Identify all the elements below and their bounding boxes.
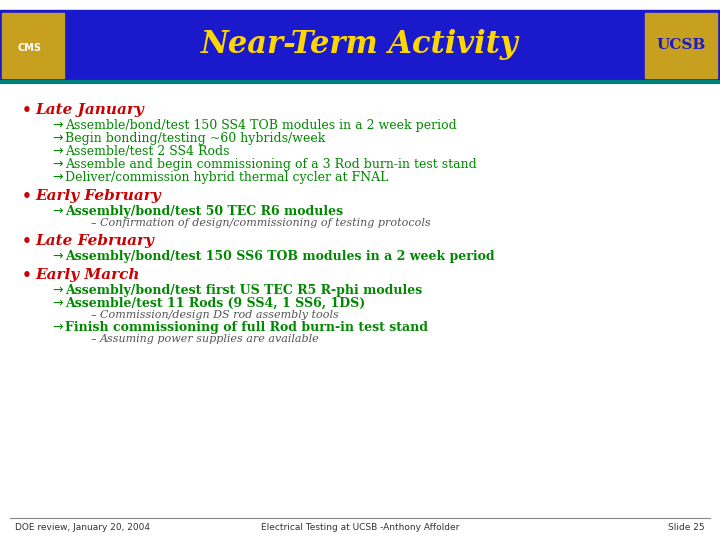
Text: Assembly/bond/test 50 TEC R6 modules: Assembly/bond/test 50 TEC R6 modules xyxy=(65,205,343,218)
Text: Assemble/test 11 Rods (9 SS4, 1 SS6, 1DS): Assemble/test 11 Rods (9 SS4, 1 SS6, 1DS… xyxy=(65,297,365,310)
Text: →: → xyxy=(52,205,63,218)
Text: →: → xyxy=(52,250,63,263)
Text: Begin bonding/testing ~60 hybrids/week: Begin bonding/testing ~60 hybrids/week xyxy=(65,132,325,145)
Text: CMS: CMS xyxy=(18,43,42,53)
Text: •: • xyxy=(22,268,32,283)
Text: Assemble and begin commissioning of a 3 Rod burn-in test stand: Assemble and begin commissioning of a 3 … xyxy=(65,158,477,171)
Text: –: – xyxy=(90,218,96,228)
Text: Late February: Late February xyxy=(35,234,154,248)
Text: →: → xyxy=(52,321,63,334)
Text: Slide 25: Slide 25 xyxy=(668,523,705,532)
Text: Assemble/bond/test 150 SS4 TOB modules in a 2 week period: Assemble/bond/test 150 SS4 TOB modules i… xyxy=(65,119,456,132)
Text: →: → xyxy=(52,171,63,184)
Text: Late January: Late January xyxy=(35,103,144,117)
Text: •: • xyxy=(22,189,32,204)
Text: Commission/design DS rod assembly tools: Commission/design DS rod assembly tools xyxy=(100,310,338,320)
Text: Assuming power supplies are available: Assuming power supplies are available xyxy=(100,334,320,344)
Text: Confirmation of design/commissioning of testing protocols: Confirmation of design/commissioning of … xyxy=(100,218,431,228)
Text: Near-Term Activity: Near-Term Activity xyxy=(201,29,519,59)
Text: •: • xyxy=(22,103,32,118)
Text: –: – xyxy=(90,310,96,320)
Text: →: → xyxy=(52,119,63,132)
Text: →: → xyxy=(52,145,63,158)
Text: Early February: Early February xyxy=(35,189,161,203)
Text: Electrical Testing at UCSB -Anthony Affolder: Electrical Testing at UCSB -Anthony Affo… xyxy=(261,523,459,532)
Text: –: – xyxy=(90,334,96,344)
Text: •: • xyxy=(22,234,32,249)
Text: Finish commissioning of full Rod burn-in test stand: Finish commissioning of full Rod burn-in… xyxy=(65,321,428,334)
Text: UCSB: UCSB xyxy=(657,38,706,52)
Bar xyxy=(2,13,64,78)
Text: Early March: Early March xyxy=(35,268,140,282)
Bar xyxy=(0,10,720,80)
Text: Assembly/bond/test 150 SS6 TOB modules in a 2 week period: Assembly/bond/test 150 SS6 TOB modules i… xyxy=(65,250,495,263)
Text: →: → xyxy=(52,158,63,171)
Text: →: → xyxy=(52,132,63,145)
Text: Assembly/bond/test first US TEC R5 R-phi modules: Assembly/bond/test first US TEC R5 R-phi… xyxy=(65,284,422,297)
Text: →: → xyxy=(52,284,63,297)
Text: DOE review, January 20, 2004: DOE review, January 20, 2004 xyxy=(15,523,150,532)
Text: Deliver/commission hybrid thermal cycler at FNAL: Deliver/commission hybrid thermal cycler… xyxy=(65,171,388,184)
Bar xyxy=(645,13,717,78)
Text: Assemble/test 2 SS4 Rods: Assemble/test 2 SS4 Rods xyxy=(65,145,230,158)
Text: →: → xyxy=(52,297,63,310)
